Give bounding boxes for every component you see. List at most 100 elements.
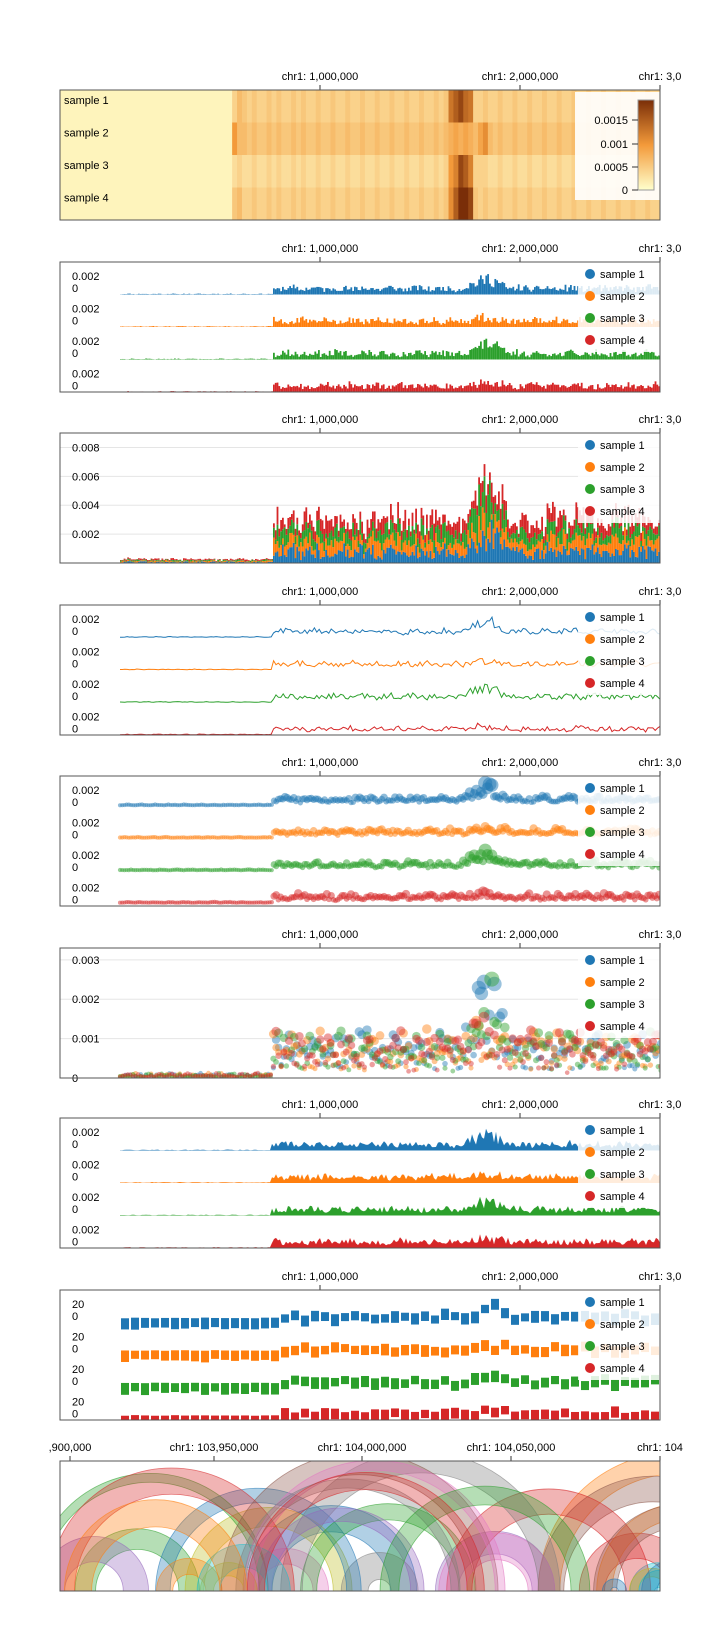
bar [148, 358, 151, 360]
stacked-bar [562, 515, 565, 530]
stacked-bar [188, 561, 191, 562]
scatter-point [709, 831, 715, 837]
scatter-point [203, 1073, 208, 1078]
stacked-bar [710, 550, 712, 558]
bar [301, 354, 304, 360]
stacked-bar [602, 540, 605, 544]
scatter-point [198, 1074, 203, 1078]
heatmap-cell [271, 90, 277, 123]
heatmap-cell [655, 187, 660, 220]
stacked-bar [490, 514, 493, 520]
bar [175, 326, 178, 327]
stacked-bar [624, 527, 626, 545]
stacked-bar [400, 550, 403, 555]
bar [251, 358, 254, 360]
stacked-bar [132, 560, 135, 562]
stacked-bar [616, 517, 619, 538]
bar [654, 355, 657, 360]
scatter-point [130, 1072, 136, 1077]
stacked-bar [440, 539, 443, 548]
bar [341, 290, 344, 295]
scatter-point [234, 1074, 240, 1078]
stacked-bar [456, 539, 459, 544]
bar [501, 317, 504, 327]
stacked-bar [490, 519, 493, 563]
y-tick-label: 0 [72, 691, 78, 703]
scatter-point [362, 1031, 372, 1041]
stacked-bar [680, 544, 682, 551]
bar [424, 289, 426, 295]
bar [282, 323, 284, 327]
stacked-bar [427, 540, 430, 545]
bar [418, 350, 421, 360]
stacked-bar [607, 542, 610, 553]
stacked-bar [276, 540, 279, 552]
stacked-bar [210, 561, 212, 563]
stacked-bar [294, 544, 297, 559]
heatmap-cell [360, 90, 366, 123]
bar [318, 286, 320, 295]
heatmap-cell [246, 122, 253, 156]
stacked-bar [382, 533, 385, 544]
stacked-bar [568, 528, 570, 543]
scatter-point [407, 1052, 415, 1060]
bar [291, 288, 293, 295]
stacked-bar [138, 558, 140, 560]
bar [645, 388, 648, 392]
bar [377, 355, 380, 360]
heatmap-cell [168, 155, 174, 188]
scatter-point [185, 1073, 190, 1078]
stacked-bar [543, 536, 545, 544]
stacked-bar [687, 533, 689, 538]
stacked-bar [629, 526, 632, 538]
bar [499, 386, 502, 392]
bar [499, 321, 502, 327]
stacked-bar [598, 544, 601, 554]
bar [415, 322, 417, 327]
heatmap-cell [104, 122, 110, 156]
stacked-bar [202, 561, 205, 563]
stacked-bar [274, 539, 277, 545]
bar [503, 347, 506, 360]
bar [409, 321, 412, 327]
stacked-bar [341, 541, 344, 552]
bar [411, 355, 414, 360]
stacked-bar [213, 558, 216, 560]
scatter-point [493, 1054, 501, 1061]
scatter-point [421, 1056, 428, 1063]
y-tick-label: 0 [72, 830, 78, 842]
scatter-point [255, 1074, 260, 1078]
stacked-bar [366, 549, 369, 563]
bar [492, 386, 495, 392]
stacked-bar [408, 518, 410, 526]
stacked-bar [557, 532, 560, 538]
bar [469, 349, 471, 360]
scatter-point [665, 799, 671, 805]
stacked-bar [132, 561, 135, 563]
bar [532, 318, 534, 327]
heatmap-cell [315, 155, 322, 188]
bar [267, 326, 270, 327]
bar [478, 279, 480, 295]
stacked-bar [127, 561, 129, 563]
scatter-point [460, 1022, 471, 1033]
stacked-bar [442, 523, 444, 543]
heatmap-cell [369, 90, 376, 123]
stacked-bar [348, 538, 351, 547]
scatter-point [399, 1046, 407, 1054]
bar [429, 291, 432, 295]
scatter-point [375, 1031, 385, 1040]
stacked-bar [166, 561, 169, 563]
scatter-point [172, 1075, 177, 1078]
bar [323, 291, 326, 295]
stacked-bar [305, 536, 308, 549]
heatmap-cell [438, 155, 445, 188]
stacked-bar [435, 546, 437, 563]
bar [622, 350, 624, 360]
stacked-bar [507, 539, 509, 547]
stacked-bar [238, 560, 241, 562]
bar [444, 290, 446, 295]
stacked-bar [305, 548, 308, 563]
heatmap-cell [64, 122, 71, 156]
scatter-point [451, 1043, 460, 1051]
